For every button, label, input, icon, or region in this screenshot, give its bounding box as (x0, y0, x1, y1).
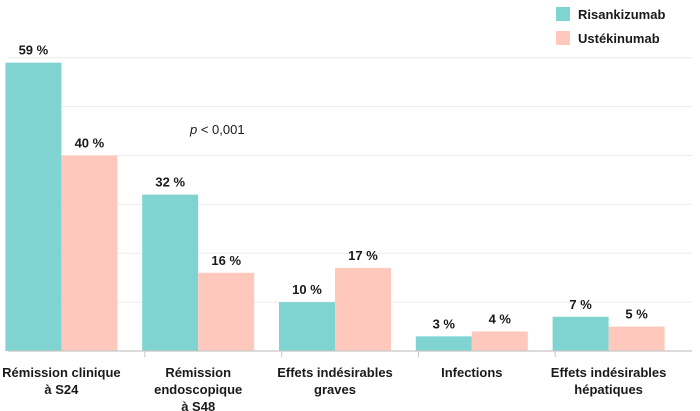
category-label-line: Effets indésirables (277, 365, 393, 380)
category-label-line: Infections (441, 365, 502, 380)
category-label-line: à S24 (44, 382, 79, 397)
legend: Risankizumab Ustékinumab (556, 7, 665, 46)
value-label-ustekinumab-2: 17 % (348, 248, 378, 263)
legend-label-ustekinumab: Ustékinumab (578, 31, 660, 46)
p-value-symbol: p (189, 122, 197, 137)
bar-risankizumab-2 (279, 302, 335, 351)
category-label-line: Effets indésirables (551, 365, 667, 380)
value-label-risankizumab-1: 32 % (155, 175, 185, 190)
value-label-ustekinumab-3: 4 % (489, 311, 512, 326)
gridlines (8, 57, 692, 352)
legend-swatch-risankizumab (556, 7, 570, 21)
legend-label-risankizumab: Risankizumab (578, 7, 665, 22)
bar-risankizumab-3 (415, 336, 472, 351)
p-value-text: < 0,001 (197, 122, 244, 137)
category-label-0: Rémission clinique à S24 (2, 365, 120, 397)
category-label-line: à S48 (181, 399, 215, 411)
category-label-2: Effets indésirables graves (277, 365, 393, 397)
value-label-ustekinumab-1: 16 % (211, 253, 241, 268)
bar-ustekinumab-3 (471, 331, 528, 351)
value-label-ustekinumab-4: 5 % (625, 307, 648, 322)
value-label-risankizumab-3: 3 % (433, 316, 456, 331)
bar-risankizumab-0 (5, 62, 62, 352)
bars (5, 62, 665, 352)
category-label-3: Infections (441, 365, 502, 380)
value-label-risankizumab-0: 59 % (19, 43, 49, 58)
bar-ustekinumab-1 (198, 272, 255, 351)
category-label-line: Rémission clinique (2, 365, 120, 380)
category-label-line: Rémission (165, 365, 231, 380)
category-label-line: endoscopique (154, 382, 242, 397)
x-axis-ticks (144, 351, 556, 357)
legend-swatch-ustekinumab (556, 31, 570, 45)
value-labels: 59 % 40 % 32 % 16 % 10 % 17 % 3 % 4 % 7 % 5 % (19, 43, 649, 332)
bar-ustekinumab-4 (608, 326, 665, 351)
bar-risankizumab-4 (552, 316, 609, 351)
category-label-line: graves (314, 382, 356, 397)
bar-risankizumab-1 (142, 194, 199, 351)
bar-ustekinumab-2 (335, 267, 391, 351)
category-label-1: Rémission endoscopique à S48 (154, 365, 242, 411)
p-value-annotation: p < 0,001 (189, 122, 245, 137)
category-label-4: Effets indésirables hépatiques (551, 365, 667, 397)
bar-ustekinumab-0 (61, 155, 118, 351)
value-label-risankizumab-2: 10 % (292, 282, 322, 297)
category-labels: Rémission clinique à S24 Rémission endoscop… (2, 365, 666, 411)
value-label-risankizumab-4: 7 % (569, 297, 592, 312)
value-label-ustekinumab-0: 40 % (75, 136, 105, 151)
category-label-line: hépatiques (574, 382, 643, 397)
